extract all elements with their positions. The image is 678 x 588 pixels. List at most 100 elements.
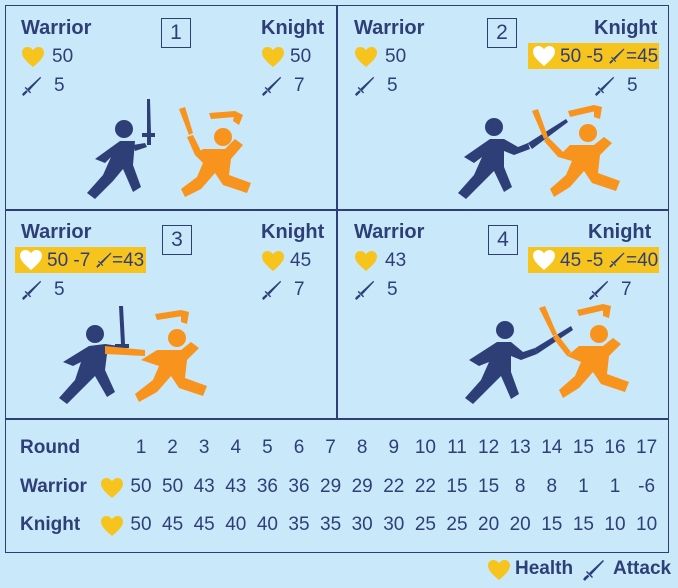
table-cell: 50 <box>130 514 152 535</box>
panel-round-2: Warrior Knight 2 50 50 -5 =45 5 5 <box>338 5 669 209</box>
warrior-health: 43 <box>385 250 407 271</box>
heart-icon <box>100 515 124 537</box>
table-cell: 29 <box>320 476 342 497</box>
warrior-attack: 5 <box>54 75 65 96</box>
table-cell: 2 <box>167 437 178 458</box>
table-cell: 8 <box>546 476 558 497</box>
table-cell: 3 <box>198 437 210 458</box>
table-cell: 45 <box>162 514 184 535</box>
table-cell: 40 <box>225 514 247 535</box>
knight-label: Knight <box>588 221 652 243</box>
warrior-health-result: =43 <box>112 250 145 271</box>
table-cell: 20 <box>509 514 531 535</box>
warrior-label: Warrior <box>21 221 92 243</box>
round-number-box: 4 <box>488 225 518 255</box>
round-number-box: 1 <box>161 18 191 48</box>
table-cell: 50 <box>162 476 184 497</box>
sword-icon <box>95 251 113 269</box>
heart-icon <box>261 46 285 68</box>
warrior-label: Warrior <box>21 17 92 39</box>
knight-health: 45 -5 <box>560 250 604 271</box>
knight-attack: 7 <box>294 279 305 300</box>
panel-round-4: Warrior Knight 4 43 45 -5 =40 5 7 <box>338 212 669 416</box>
warrior-label: Warrior <box>354 17 425 39</box>
sword-icon <box>354 279 376 301</box>
heart-icon <box>354 250 378 272</box>
table-cell: 35 <box>288 514 310 535</box>
warrior-health: 50 <box>52 46 74 67</box>
round-number-box: 3 <box>162 225 192 255</box>
table-cell: 10 <box>414 437 436 458</box>
table-cell: 22 <box>414 476 436 497</box>
table-cell: 8 <box>356 437 368 458</box>
warrior-health: 50 <box>385 46 407 67</box>
sword-icon <box>588 279 610 301</box>
table-cell: 6 <box>293 437 305 458</box>
table-cell: 15 <box>446 476 468 497</box>
round-number-box: 2 <box>487 18 517 48</box>
sword-icon <box>594 75 616 97</box>
table-cell: 15 <box>572 437 594 458</box>
table-cell: 16 <box>604 437 626 458</box>
table-cell: 30 <box>383 514 405 535</box>
knight-label: Knight <box>261 221 325 243</box>
table-cell: -6 <box>638 476 656 497</box>
table-cell: 4 <box>230 437 242 458</box>
table-cell: 12 <box>478 437 500 458</box>
health-table: Round 1 2 3 4 5 6 7 8 9 10 11 12 13 14 15 16 17 Warrior … <box>0 420 678 553</box>
warrior-health: 50 -7 <box>47 250 91 271</box>
table-cell: 8 <box>514 476 526 497</box>
fighters-illustration <box>465 304 629 404</box>
table-cell: 25 <box>446 514 468 535</box>
fighters-illustration <box>87 99 251 199</box>
sword-icon <box>608 47 626 65</box>
table-cell: 9 <box>388 437 400 458</box>
fighters-illustration <box>458 105 620 199</box>
divider-horizontal-2 <box>5 418 669 420</box>
table-cell: 43 <box>225 476 247 497</box>
warrior-attack: 5 <box>54 279 65 300</box>
table-cell: 20 <box>478 514 500 535</box>
sword-icon <box>261 75 283 97</box>
table-cell: 40 <box>256 514 278 535</box>
knight-attack: 5 <box>627 75 638 96</box>
divider-horizontal-1 <box>5 209 669 211</box>
fighters-illustration <box>59 306 207 404</box>
table-cell: 25 <box>414 514 436 535</box>
table-cell: 50 <box>130 476 152 497</box>
table-cell: 1 <box>578 476 589 497</box>
table-cell: 29 <box>351 476 373 497</box>
divider-vertical <box>336 5 338 419</box>
panel-round-1: Warrior Knight 1 50 50 5 7 <box>5 5 336 209</box>
table-cell: 1 <box>609 476 621 497</box>
table-cell: 43 <box>193 476 215 497</box>
legend-attack: Attack <box>613 558 672 579</box>
warrior-label: Warrior <box>354 221 425 243</box>
table-cell: 36 <box>256 476 278 497</box>
knight-health: 45 <box>290 250 312 271</box>
table-cell: 17 <box>636 437 658 458</box>
panel-round-3: Warrior Knight 3 50 -7 =43 45 5 7 <box>5 212 336 416</box>
knight-attack: 7 <box>294 75 305 96</box>
sword-icon <box>354 75 376 97</box>
heart-icon <box>487 559 511 581</box>
sword-icon <box>21 279 43 301</box>
table-cell: 10 <box>604 514 626 535</box>
warrior-row-label: Warrior <box>20 476 87 497</box>
heart-icon <box>354 46 378 68</box>
table-cell: 45 <box>193 514 215 535</box>
table-cell: 36 <box>288 476 310 497</box>
knight-health-result: =40 <box>626 250 659 271</box>
table-cell: 30 <box>351 514 373 535</box>
sword-icon <box>261 279 283 301</box>
sword-icon <box>582 558 606 582</box>
knight-health: 50 <box>290 46 312 67</box>
knight-label: Knight <box>261 17 325 39</box>
heart-icon <box>532 45 556 67</box>
knight-label: Knight <box>594 17 658 39</box>
table-cell: 1 <box>135 437 147 458</box>
table-cell: 5 <box>262 437 273 458</box>
heart-icon <box>261 250 285 272</box>
heart-icon <box>100 477 124 499</box>
knight-row-label: Knight <box>20 514 81 535</box>
